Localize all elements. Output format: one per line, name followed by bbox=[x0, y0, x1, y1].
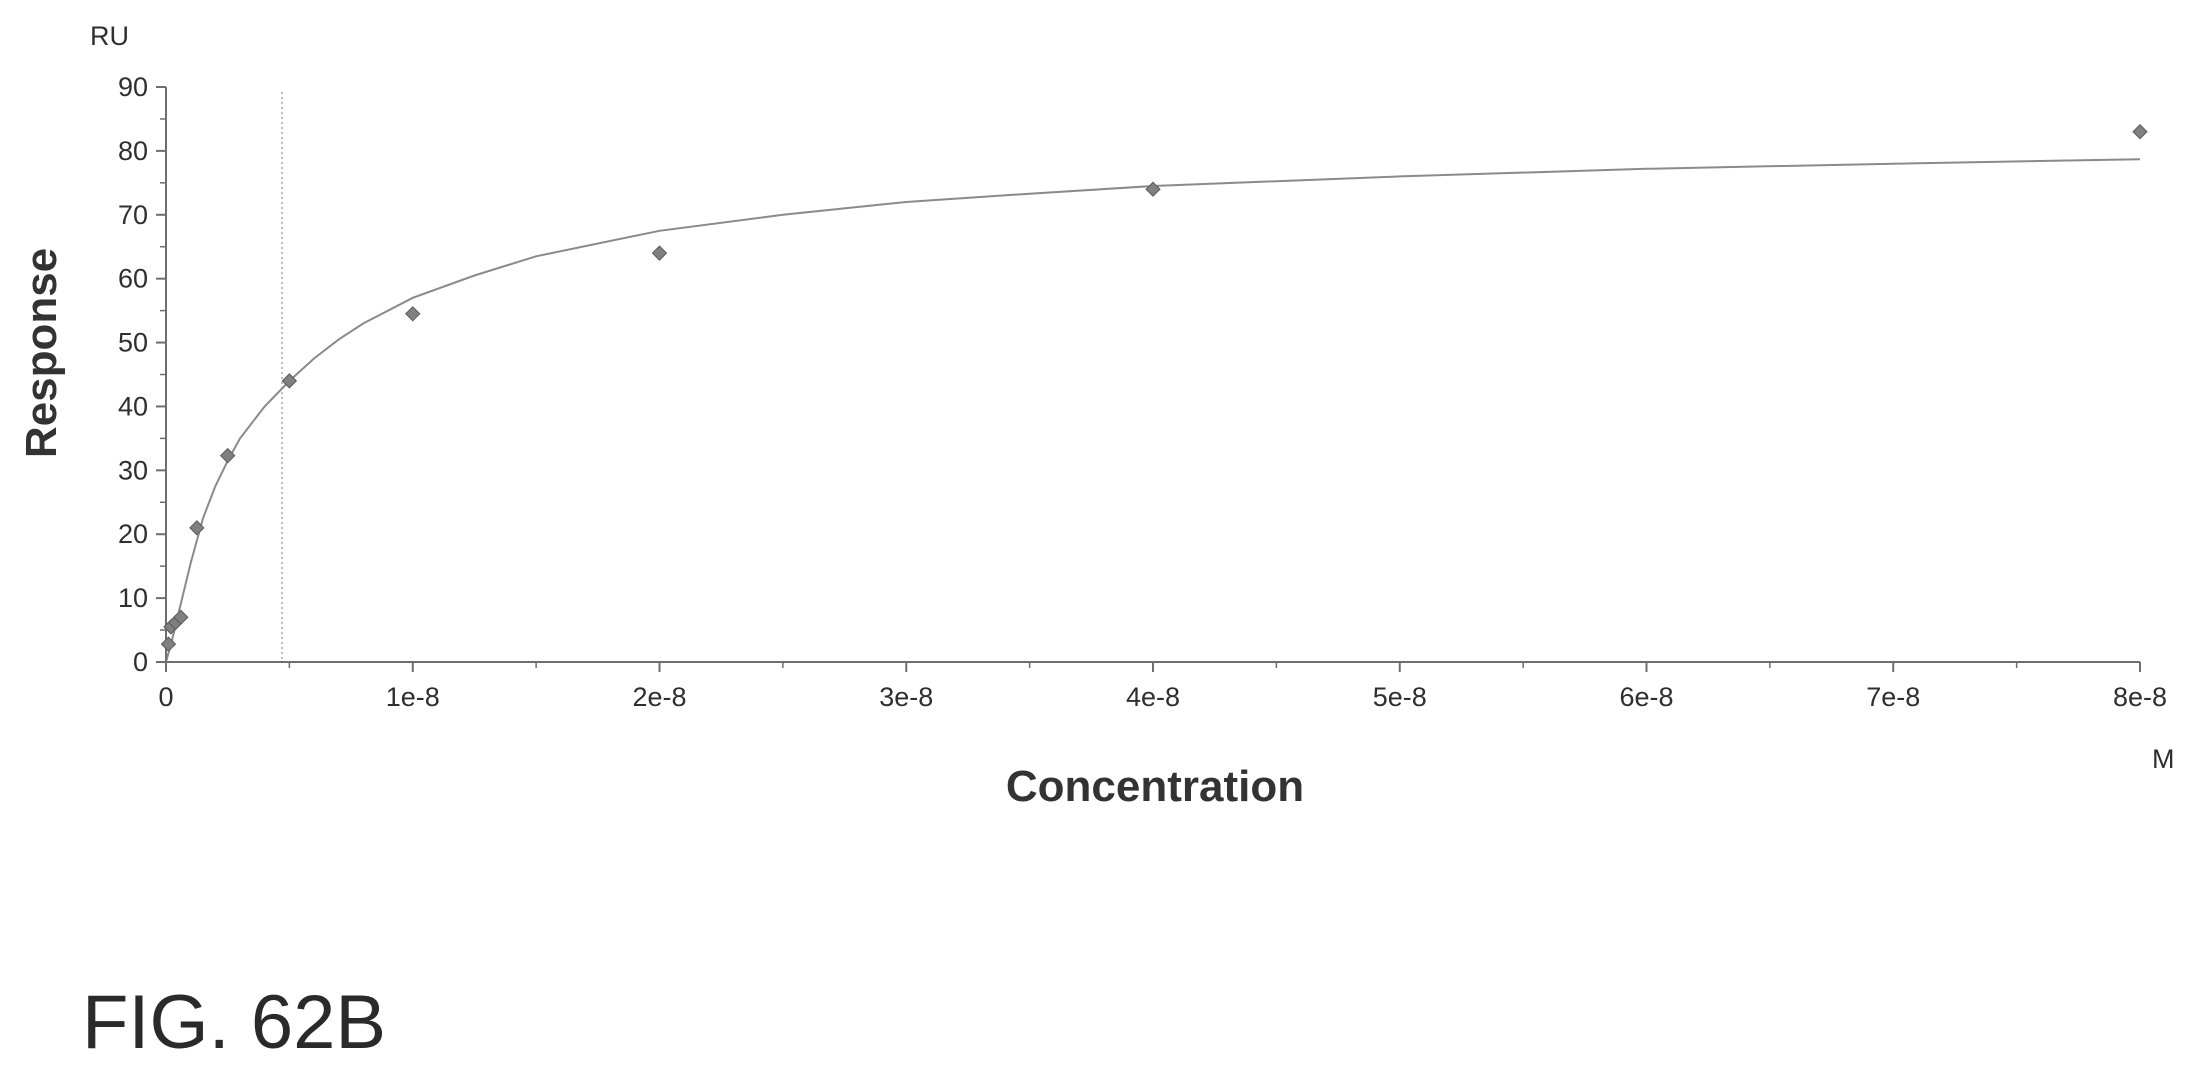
x-tick-label: 6e-8 bbox=[1619, 682, 1673, 712]
y-tick-label: 60 bbox=[118, 264, 148, 294]
data-point bbox=[2133, 125, 2147, 139]
y-tick-label: 20 bbox=[118, 519, 148, 549]
y-axis-title: Response bbox=[17, 248, 66, 458]
y-ticks: 0 10 20 30 40 50 60 70 80 90 bbox=[118, 72, 166, 677]
x-tick-label: 5e-8 bbox=[1373, 682, 1427, 712]
y-tick-label: 40 bbox=[118, 391, 148, 421]
figure-label: FIG. 62B bbox=[82, 980, 386, 1065]
data-points bbox=[161, 125, 2147, 651]
x-tick-label: 3e-8 bbox=[879, 682, 933, 712]
x-axis-title: Concentration bbox=[1006, 762, 1304, 811]
y-unit-label: RU bbox=[90, 21, 129, 51]
x-tick-label: 2e-8 bbox=[632, 682, 686, 712]
x-tick-label: 4e-8 bbox=[1126, 682, 1180, 712]
y-tick-label: 50 bbox=[118, 328, 148, 358]
data-point bbox=[653, 246, 667, 260]
y-tick-label: 90 bbox=[118, 72, 148, 102]
x-tick-label: 8e-8 bbox=[2113, 682, 2167, 712]
x-tick-label: 0 bbox=[158, 682, 173, 712]
data-point bbox=[161, 637, 175, 651]
x-unit-label: M bbox=[2152, 744, 2175, 774]
x-tick-label: 1e-8 bbox=[386, 682, 440, 712]
y-tick-label: 70 bbox=[118, 200, 148, 230]
x-tick-label: 7e-8 bbox=[1866, 682, 1920, 712]
y-tick-label: 80 bbox=[118, 136, 148, 166]
y-tick-label: 10 bbox=[118, 583, 148, 613]
x-ticks: 0 1e-8 2e-8 3e-8 4e-8 5e-8 6e-8 7e-8 8e-8 bbox=[158, 662, 2167, 712]
y-tick-label: 0 bbox=[133, 647, 148, 677]
data-point bbox=[406, 307, 420, 321]
fit-curve bbox=[166, 159, 2140, 662]
data-point bbox=[1146, 182, 1160, 196]
y-tick-label: 30 bbox=[118, 455, 148, 485]
